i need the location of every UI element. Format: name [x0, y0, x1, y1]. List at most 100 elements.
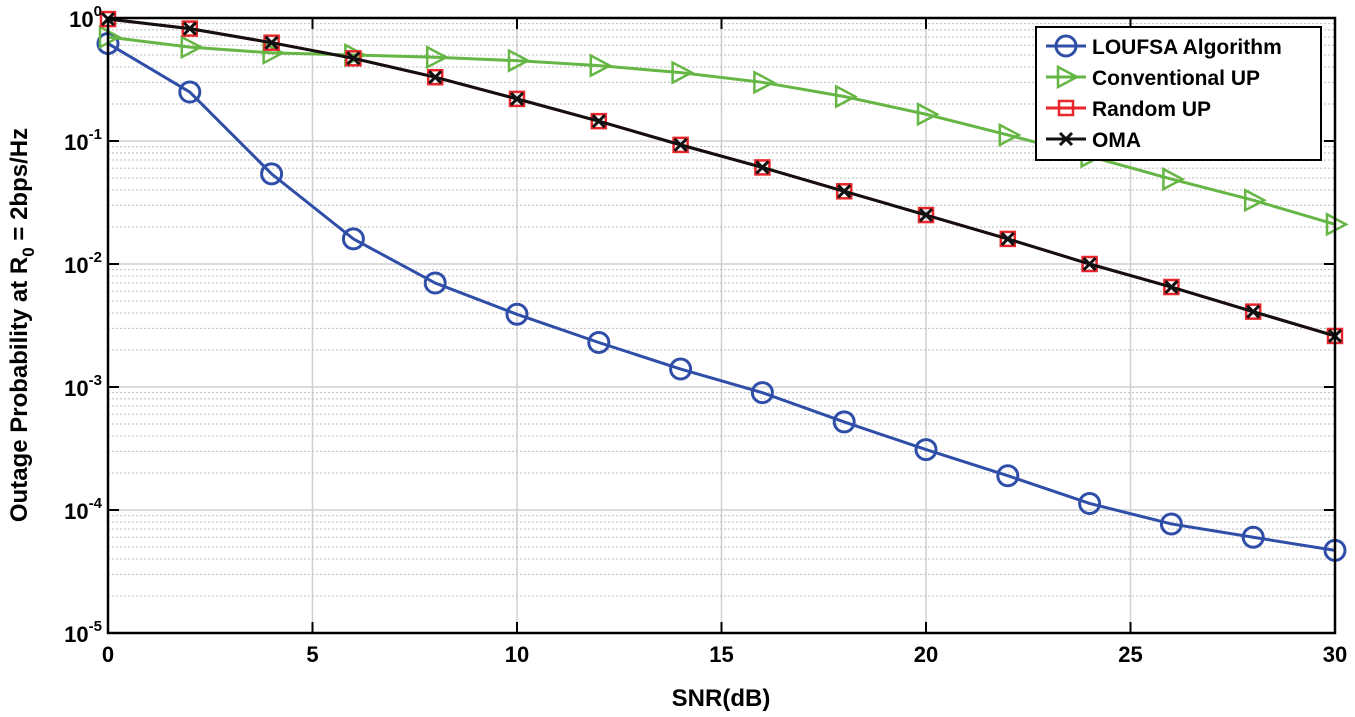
legend-marker [1054, 34, 1078, 58]
y-tick-label-exponent: -2 [89, 249, 102, 266]
data-point-marker [996, 464, 1020, 488]
data-point-marker [753, 70, 777, 95]
x-tick-labels: 0 5 10 15 20 25 30 [102, 642, 1347, 667]
y-tick-label-exponent: -3 [89, 372, 102, 389]
data-point-marker [1163, 278, 1180, 296]
data-point-marker [1159, 512, 1183, 536]
legend-label: OMA [1092, 129, 1141, 152]
data-point-marker [671, 60, 695, 85]
data-point-marker [182, 21, 197, 36]
y-tick-label-exponent: -1 [89, 126, 102, 143]
data-point-marker [750, 381, 774, 405]
legend-entry: Random UP [1046, 98, 1211, 121]
series-layer [96, 10, 1349, 562]
x-tick-label: 15 [709, 642, 733, 667]
data-point-marker [1164, 279, 1179, 295]
series-line [107, 35, 1336, 226]
legend-marker [1057, 99, 1075, 117]
data-point-marker [832, 410, 856, 434]
legend-entry: OMA [1046, 129, 1141, 152]
data-point-marker [834, 84, 858, 109]
data-point-marker [754, 159, 771, 176]
legend-marker [1056, 64, 1080, 90]
legend-entry: Conventional UP [1046, 64, 1260, 90]
y-tick-label-base: 10 [64, 622, 88, 647]
grid [108, 18, 1335, 633]
y-tick-label-base: 10 [64, 130, 88, 155]
data-point-marker [672, 136, 689, 154]
data-point-marker [673, 137, 688, 152]
x-tick-label: 25 [1118, 642, 1142, 667]
ticks [107, 17, 1336, 634]
y-axis-label-suffix: = 2bps/Hz [6, 128, 33, 247]
data-point-marker [98, 24, 122, 50]
data-point-marker [505, 302, 529, 326]
x-axis-label: SNR(dB) [672, 685, 771, 712]
legend-entries: LOUFSA Algorithm Conventional UP Random UP… [1046, 34, 1282, 152]
data-point-marker [264, 35, 279, 50]
data-point-marker [1244, 303, 1262, 320]
y-tick-label: 10-2 [64, 249, 102, 278]
x-tick-label: 5 [306, 642, 318, 667]
data-point-marker [835, 183, 853, 200]
y-axis-label-subscript: 0 [19, 247, 38, 256]
x-tick-label: 30 [1323, 642, 1347, 667]
x-tick-label: 10 [505, 642, 529, 667]
x-tick-label: 20 [914, 642, 938, 667]
data-point-marker [755, 160, 770, 175]
y-tick-label-exponent: -5 [89, 618, 102, 635]
data-point-marker [508, 90, 526, 108]
series-conventional-up [98, 24, 1349, 237]
data-point-marker [346, 51, 361, 66]
y-axis-label: Outage Probability at R0 = 2bps/Hz [6, 128, 38, 522]
y-tick-label-exponent: -4 [89, 495, 103, 512]
data-point-marker [178, 80, 202, 104]
y-tick-label-base: 10 [69, 7, 93, 32]
y-tick-label-base: 10 [64, 499, 88, 524]
data-point-marker [1246, 304, 1261, 319]
legend: LOUFSA Algorithm Conventional UP Random UP… [1035, 26, 1322, 161]
data-point-marker [1082, 256, 1097, 272]
data-point-marker [918, 207, 934, 223]
data-point-marker [999, 230, 1017, 248]
data-point-marker [1078, 491, 1102, 515]
data-point-marker [1243, 188, 1267, 213]
data-point-marker [425, 45, 449, 70]
data-point-marker [669, 357, 693, 381]
y-tick-label: 10-1 [64, 126, 102, 155]
data-point-marker [180, 35, 204, 60]
data-point-marker [262, 40, 286, 66]
data-point-marker [507, 48, 531, 73]
data-point-marker [590, 112, 608, 130]
y-axis-label-prefix: Outage Probability at R [6, 257, 33, 522]
data-point-marker [1000, 231, 1015, 246]
y-tick-label: 10-3 [64, 372, 102, 401]
y-tick-label: 100 [69, 3, 102, 32]
data-point-marker [260, 162, 284, 186]
x-tick-label: 0 [102, 642, 114, 667]
legend-marker [1058, 131, 1074, 147]
data-point-marker [917, 206, 935, 224]
y-tick-label: 10-5 [64, 618, 102, 647]
legend-label: LOUFSA Algorithm [1092, 36, 1282, 59]
data-point-marker [916, 102, 940, 127]
data-point-marker [1241, 525, 1265, 549]
legend-label: Random UP [1092, 98, 1211, 121]
data-point-marker [589, 53, 613, 78]
y-tick-label-base: 10 [64, 376, 88, 401]
data-point-marker [998, 122, 1022, 148]
data-point-marker [591, 114, 606, 129]
data-point-marker [428, 70, 443, 85]
data-point-marker [509, 91, 525, 106]
legend-label: Conventional UP [1092, 67, 1260, 90]
y-tick-label: 10-4 [64, 495, 102, 524]
data-point-marker [587, 331, 611, 355]
data-point-marker [914, 438, 938, 462]
series-line [107, 42, 1336, 552]
y-tick-label-base: 10 [64, 253, 88, 278]
data-point-marker [837, 184, 852, 199]
y-tick-label-exponent: 0 [94, 3, 102, 20]
series-oma [100, 12, 1343, 344]
